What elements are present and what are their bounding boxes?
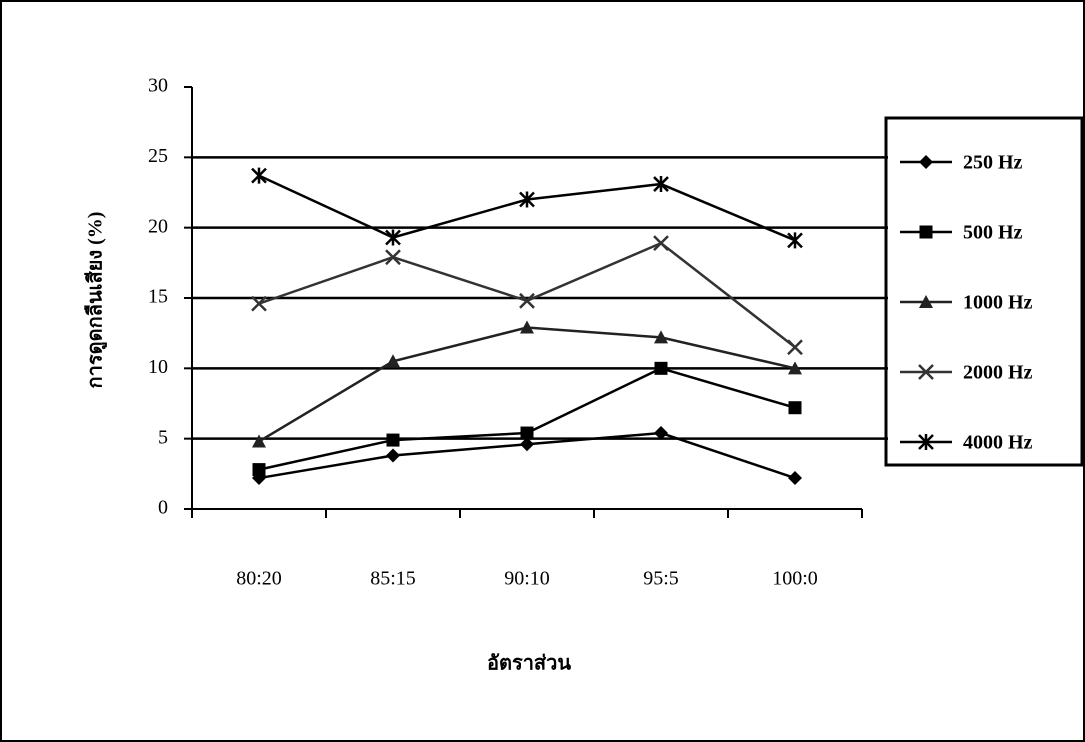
- marker: [788, 401, 802, 415]
- marker: [520, 426, 534, 440]
- x-tick-label: 80:20: [236, 568, 282, 590]
- series-line: [258, 366, 796, 471]
- marker: [251, 295, 267, 312]
- marker: [251, 167, 267, 184]
- marker: [386, 354, 400, 368]
- y-tick-label: 25: [148, 145, 168, 167]
- y-tick-label: 0: [158, 497, 168, 519]
- x-tick-label: 90:10: [504, 568, 550, 590]
- marker: [654, 330, 668, 344]
- legend-label: 1000 Hz: [963, 292, 1033, 314]
- legend-label: 500 Hz: [963, 222, 1023, 244]
- marker: [653, 235, 669, 252]
- y-tick-label: 20: [148, 215, 168, 237]
- y-tick-label: 30: [148, 75, 168, 97]
- marker: [385, 229, 401, 246]
- marker: [386, 433, 400, 447]
- x-tick-label: 85:15: [370, 568, 416, 590]
- marker: [787, 232, 803, 249]
- marker: [519, 292, 535, 309]
- marker: [918, 434, 934, 450]
- legend-label: 4000 Hz: [963, 432, 1033, 454]
- marker: [918, 364, 934, 380]
- marker: [252, 434, 266, 448]
- series-line: [258, 174, 796, 242]
- y-axis-label: การดูดกลืนเสียง (%): [84, 212, 109, 389]
- marker: [788, 471, 802, 486]
- marker: [520, 320, 534, 334]
- marker: [788, 361, 802, 375]
- marker: [654, 426, 668, 441]
- legend-label: 250 Hz: [963, 152, 1023, 174]
- marker: [919, 295, 933, 308]
- legend-label: 2000 Hz: [963, 362, 1033, 384]
- y-tick-label: 15: [148, 286, 168, 308]
- marker: [787, 339, 803, 356]
- y-tick-label: 10: [148, 356, 168, 378]
- marker: [385, 249, 401, 266]
- y-tick-label: 5: [158, 426, 168, 448]
- x-tick-label: 100:0: [772, 568, 818, 590]
- marker: [919, 225, 933, 239]
- marker: [919, 155, 933, 169]
- marker: [653, 176, 669, 193]
- marker: [519, 191, 535, 208]
- marker: [252, 463, 266, 477]
- legend: [884, 116, 1084, 467]
- marker: [520, 437, 534, 452]
- marker: [386, 448, 400, 463]
- x-axis-label: อัตราส่วน: [487, 653, 571, 675]
- x-tick-label: 95:5: [643, 568, 679, 590]
- marker: [654, 361, 668, 375]
